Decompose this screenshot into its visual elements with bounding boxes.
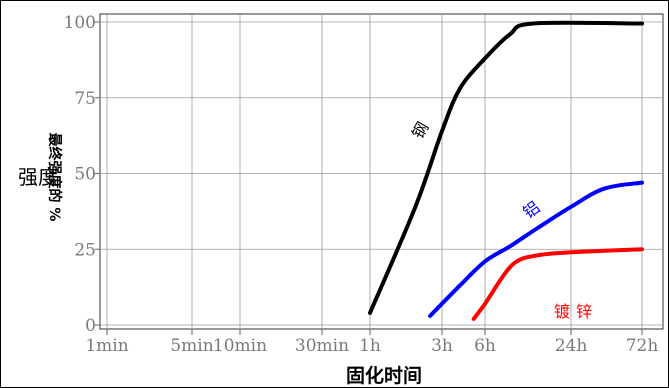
series-label-steel: 钢: [408, 119, 432, 142]
y-tick-label-2: 50: [74, 165, 96, 185]
y-ticks: 0 25 50 75 100: [64, 13, 100, 336]
y-tick-label-1: 25: [74, 240, 96, 260]
series-line-steel: [368, 20, 644, 315]
series-label-aluminum: 铝: [519, 198, 543, 223]
x-tick-label-2: 10min: [213, 336, 267, 356]
series-label-galvanized: 镀锌: [554, 302, 598, 321]
x-tick-label-3: 30min: [295, 336, 349, 356]
x-tick-label-1: 5min: [170, 336, 213, 356]
y-axis-title-main: 强度: [18, 165, 58, 189]
x-ticks: 1min 5min 10min 30min 1h 3h 6h 24h 72h: [85, 329, 658, 356]
series-line-galvanized: [471, 247, 644, 321]
y-tick-label-3: 75: [74, 89, 96, 109]
series-line-aluminum: [428, 180, 644, 318]
series-lines: [368, 20, 644, 321]
x-tick-label-8: 72h: [626, 336, 659, 356]
y-tick-label-0: 0: [85, 316, 96, 336]
grid: [100, 14, 663, 329]
x-tick-label-4: 1h: [359, 336, 381, 356]
x-axis-title: 固化时间: [346, 364, 422, 387]
y-axis-title-rotated: 最终强度的 %: [46, 133, 63, 222]
x-tick-label-0: 1min: [85, 336, 128, 356]
y-tick-label-4: 100: [64, 13, 96, 33]
x-tick-label-6: 6h: [474, 336, 496, 356]
x-tick-label-7: 24h: [555, 336, 588, 356]
x-tick-label-5: 3h: [431, 336, 453, 356]
plot-area: [99, 13, 664, 330]
